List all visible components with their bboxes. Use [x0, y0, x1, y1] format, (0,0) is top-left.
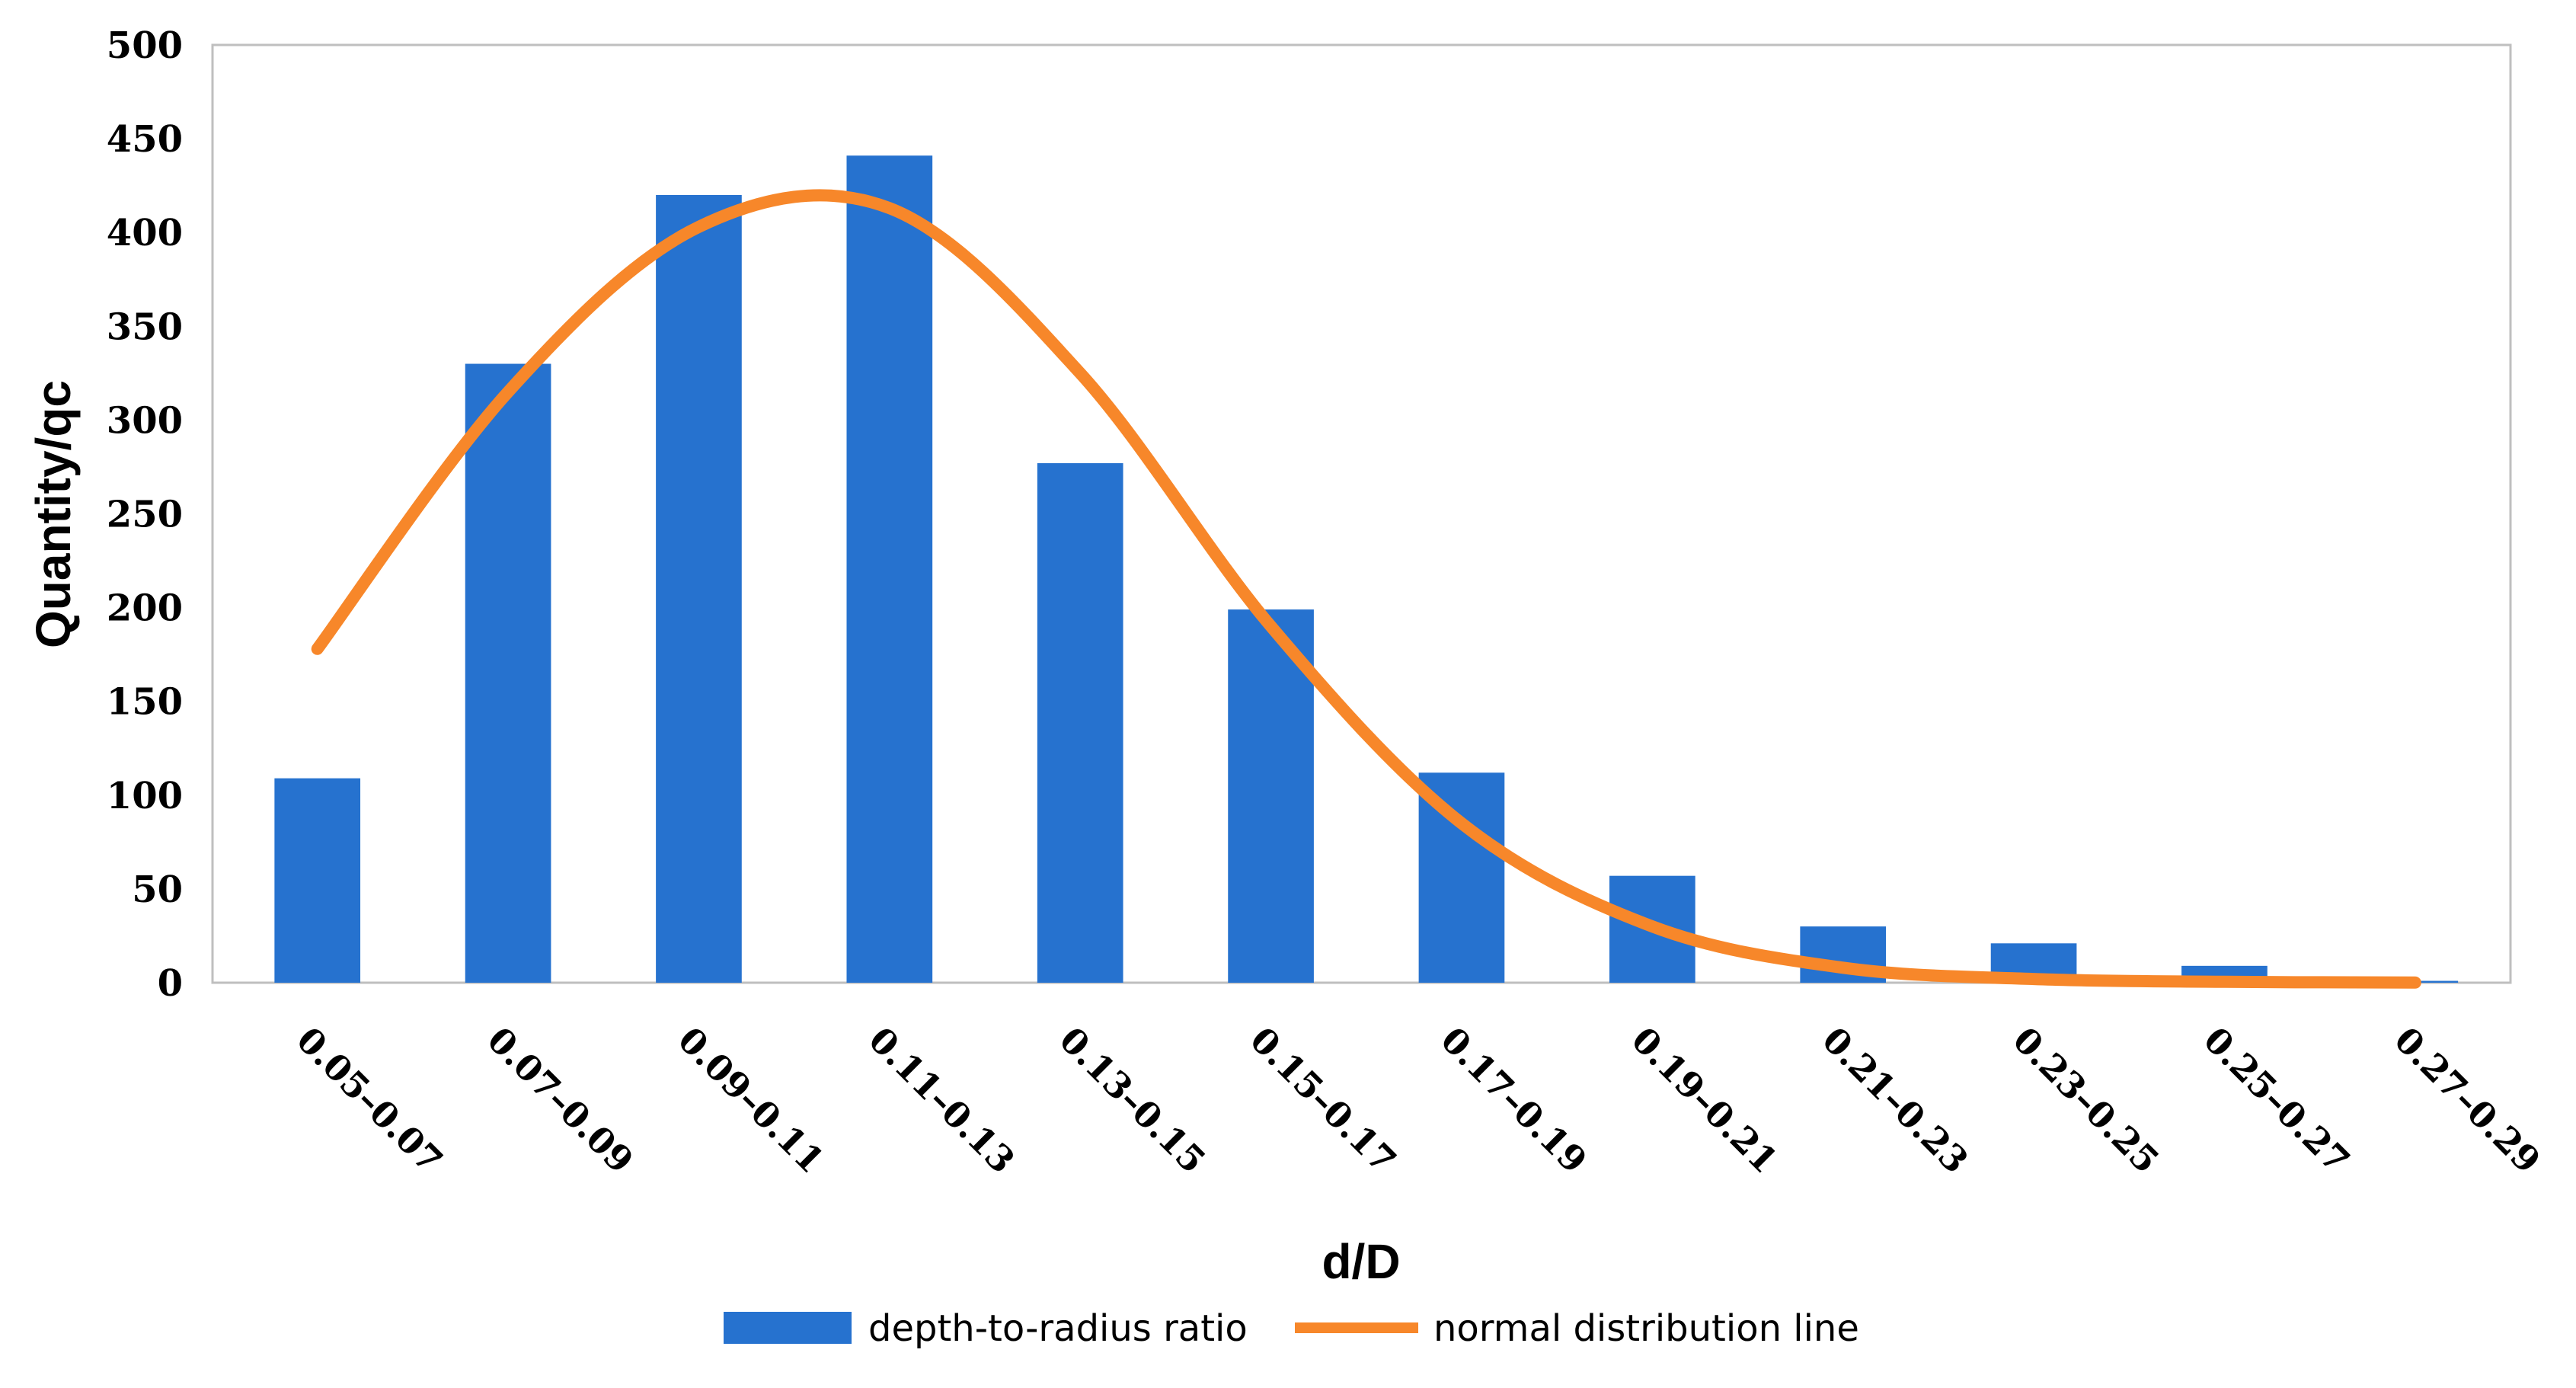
bar — [274, 778, 361, 983]
bar — [656, 194, 742, 983]
x-axis-ticks: 0.05–0.07 0.07–0.09 0.09–0.11 0.11–0.13 0.13… — [289, 1019, 2549, 1182]
x-tick-label: 0.09–0.11 — [670, 1019, 833, 1182]
bar — [1418, 772, 1505, 983]
x-tick-label: 0.19–0.21 — [1624, 1019, 1786, 1182]
legend-label-bar: depth-to-radius ratio — [868, 1307, 1248, 1350]
bar — [465, 363, 551, 983]
x-tick-label: 0.11–0.13 — [861, 1019, 1023, 1182]
y-tick-label: 250 — [107, 494, 183, 536]
x-axis-label: d/D — [1322, 1234, 1400, 1289]
y-tick-label: 300 — [107, 399, 183, 442]
y-axis-label: Quantity/qc — [26, 380, 81, 648]
y-tick-label: 450 — [107, 118, 183, 161]
y-tick-label: 100 — [107, 775, 183, 817]
legend: depth-to-radius ratio normal distributio… — [724, 1307, 1859, 1350]
y-tick-label: 200 — [107, 587, 183, 630]
y-tick-label: 350 — [107, 305, 183, 348]
x-tick-label: 0.07–0.09 — [479, 1019, 641, 1182]
legend-swatch-bar — [724, 1312, 852, 1344]
x-tick-label: 0.21–0.23 — [1814, 1019, 1977, 1182]
y-tick-label: 500 — [107, 24, 183, 67]
plot-area-border — [211, 43, 2512, 984]
bar — [1037, 463, 1123, 983]
x-tick-label: 0.15–0.17 — [1242, 1019, 1405, 1182]
y-axis-ticks: 0 50 100 150 200 250 300 350 400 450 500 — [107, 24, 183, 1005]
x-tick-label: 0.23–0.25 — [2005, 1019, 2167, 1182]
x-tick-label: 0.27–0.29 — [2386, 1019, 2549, 1182]
y-tick-label: 150 — [107, 681, 183, 724]
bar — [846, 155, 933, 983]
x-tick-label: 0.17–0.19 — [1433, 1019, 1595, 1182]
y-tick-label: 0 — [158, 962, 183, 1005]
x-tick-label: 0.25–0.27 — [2196, 1019, 2358, 1182]
x-tick-label: 0.05–0.07 — [289, 1019, 451, 1182]
normal-distribution-line — [311, 189, 2421, 989]
bar-series — [274, 155, 2459, 983]
bar — [1228, 609, 1314, 983]
x-tick-label: 0.13–0.15 — [1051, 1019, 1213, 1182]
y-tick-label: 400 — [107, 212, 183, 254]
legend-label-line: normal distribution line — [1433, 1307, 1859, 1350]
y-tick-label: 50 — [132, 868, 183, 911]
